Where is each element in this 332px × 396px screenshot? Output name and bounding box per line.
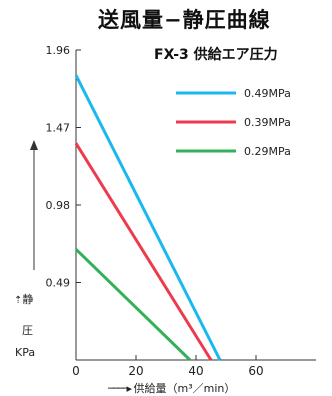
legend-label-1: 0.39MPa [244, 116, 291, 129]
legend-label-0: 0.49MPa [244, 87, 291, 100]
y-tick-label-3: 1.96 [46, 44, 71, 57]
x-axis-label: ────▸ 供給量（m³／min） [108, 382, 236, 395]
y-axis-arrow-head [30, 140, 38, 150]
y-tick-label-0: 0.49 [46, 277, 71, 290]
y-axis-label-2: 圧 [22, 324, 33, 337]
chart-title: 送風量−静圧曲線 [98, 8, 271, 32]
y-axis-label-1: ⇡静 [14, 293, 34, 306]
x-tick-label-0: 0 [72, 364, 80, 378]
y-tick-label-2: 1.47 [46, 122, 71, 135]
series-line-2 [74, 248, 192, 362]
x-tick-label-1: 20 [128, 364, 143, 378]
y-tick-label-1: 0.98 [46, 199, 71, 212]
series-line-0 [74, 74, 222, 361]
legend-label-2: 0.29MPa [244, 145, 291, 158]
y-axis-unit: KPa [15, 346, 36, 359]
series-line-1 [74, 142, 213, 361]
x-tick-label-2: 40 [188, 364, 203, 378]
x-tick-label-3: 60 [248, 364, 263, 378]
chart-subtitle: FX-3 供給エア圧力 [154, 47, 278, 63]
